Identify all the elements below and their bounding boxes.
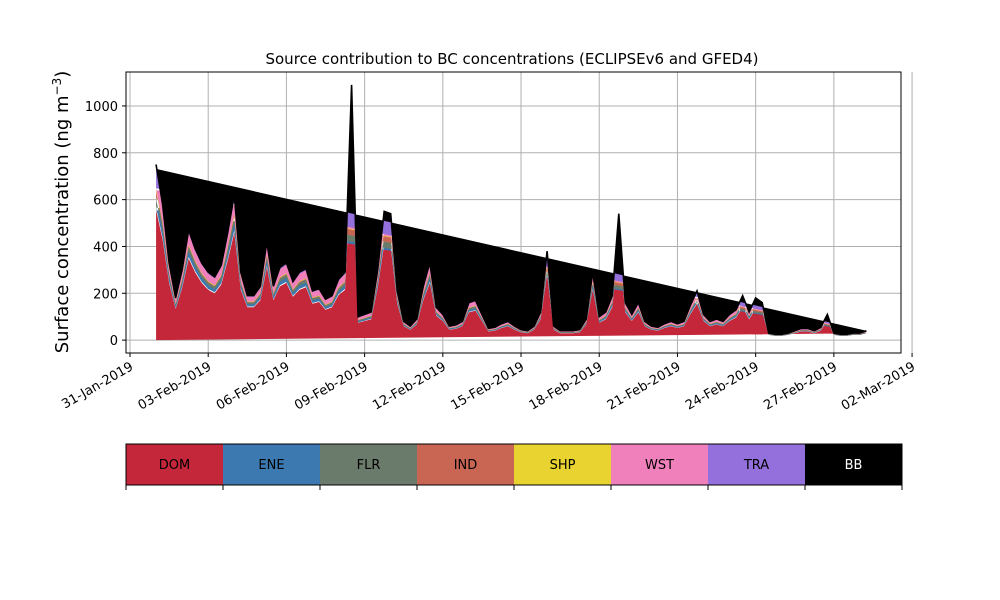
source-colorbar-legend: DOM ENE FLR IND SHP WST TRA BB bbox=[125, 443, 903, 490]
x-tick-label: 06-Feb-2019 bbox=[214, 359, 293, 413]
legend-swatch-bb bbox=[805, 444, 902, 485]
legend-swatch-ind bbox=[417, 444, 514, 485]
total-outline bbox=[155, 84, 867, 336]
x-tick-label: 31-Jan-2019 bbox=[59, 359, 136, 412]
y-axis-label: Surface concentration (ng m−3) bbox=[50, 71, 73, 354]
y-axis-label-sup: −3 bbox=[50, 78, 64, 96]
legend-label-flr: FLR bbox=[357, 458, 381, 473]
legend-frame bbox=[125, 443, 903, 486]
legend-label-bb: BB bbox=[845, 458, 863, 473]
legend-swatch-wst bbox=[611, 444, 708, 485]
y-axis-label-main: Surface concentration (ng m bbox=[52, 95, 73, 353]
x-tick-label: 02-Mar-2019 bbox=[839, 359, 918, 413]
x-tick-label: 21-Feb-2019 bbox=[605, 359, 684, 413]
legend-swatch-tra bbox=[708, 444, 805, 485]
x-axis: 31-Jan-2019 03-Feb-2019 06-Feb-2019 09-Feb-… bbox=[59, 353, 918, 414]
y-tick-label: 1000 bbox=[85, 100, 118, 115]
y-axis-label-close: ) bbox=[52, 71, 73, 78]
y-tick-label: 800 bbox=[93, 147, 118, 162]
x-tick-label: 15-Feb-2019 bbox=[448, 359, 527, 413]
y-tick-label: 0 bbox=[110, 334, 118, 349]
x-tick-label: 09-Feb-2019 bbox=[292, 359, 371, 413]
y-tick-label: 600 bbox=[93, 194, 118, 209]
legend-label-dom: DOM bbox=[159, 458, 190, 473]
legend-label-tra: TRA bbox=[743, 458, 769, 473]
legend-label-wst: WST bbox=[645, 458, 674, 473]
area-bb bbox=[156, 84, 867, 335]
x-tick-label: 24-Feb-2019 bbox=[683, 359, 762, 413]
legend-swatch-dom bbox=[126, 444, 223, 485]
x-tick-label: 12-Feb-2019 bbox=[370, 359, 449, 413]
y-tick-label: 200 bbox=[93, 287, 118, 302]
area-dom bbox=[156, 151, 867, 341]
legend-swatch-flr bbox=[320, 444, 417, 485]
chart-title: Source contribution to BC concentrations… bbox=[265, 50, 758, 68]
plot-frame bbox=[125, 71, 902, 354]
x-tick-label: 27-Feb-2019 bbox=[761, 359, 840, 413]
legend-swatch-ene bbox=[223, 444, 320, 485]
legend-label-shp: SHP bbox=[550, 458, 576, 473]
stacked-areas bbox=[155, 84, 867, 341]
x-tick-label: 18-Feb-2019 bbox=[527, 359, 606, 413]
legend-label-ind: IND bbox=[454, 458, 478, 473]
y-axis: 0 200 400 600 800 1000 bbox=[85, 100, 126, 349]
y-tick-label: 400 bbox=[93, 240, 118, 255]
x-tick-label: 03-Feb-2019 bbox=[136, 359, 215, 413]
legend-swatch-shp bbox=[514, 444, 611, 485]
legend-label-ene: ENE bbox=[258, 458, 284, 473]
